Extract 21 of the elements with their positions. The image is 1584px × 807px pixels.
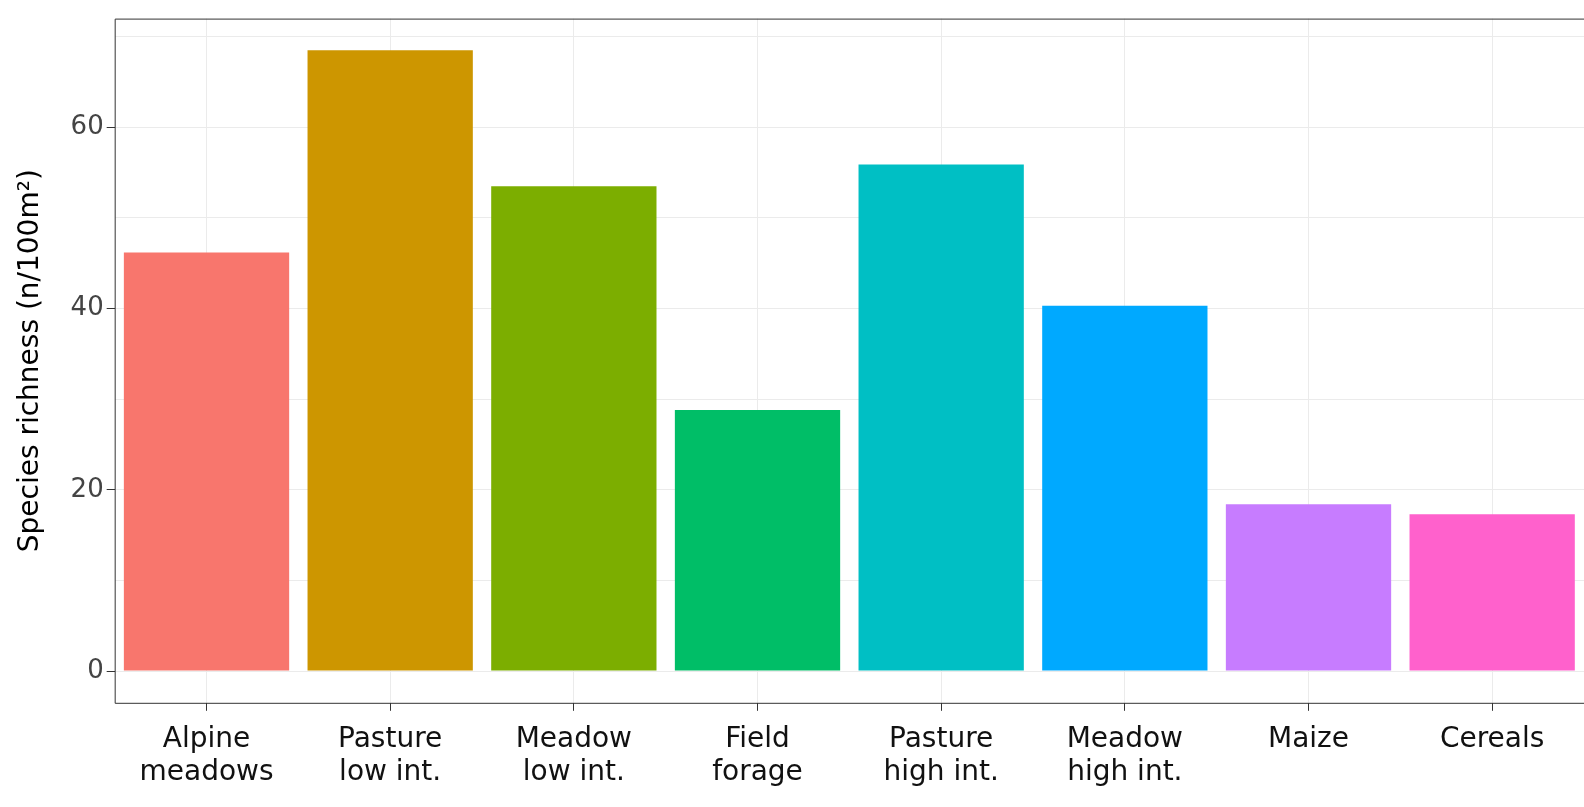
x-tick-label: Alpine meadows [139, 720, 274, 788]
bar [674, 410, 841, 671]
x-tick-label: Meadow high int. [1066, 720, 1184, 788]
x-tick-label: Cereals [1439, 720, 1545, 754]
bar [1409, 514, 1575, 671]
bar [123, 252, 290, 671]
x-tick-label: Field forage [712, 720, 803, 788]
x-tick-label: Maize [1267, 720, 1350, 754]
bar [1225, 504, 1392, 671]
x-tick-label: Pasture high int. [883, 720, 999, 788]
y-tick-label: 0 [87, 653, 104, 684]
y-tick-label: 60 [70, 110, 104, 141]
y-tick-label: 20 [70, 472, 104, 503]
bar [858, 164, 1024, 671]
y-tick-label: 40 [70, 291, 104, 322]
x-tick-label: Meadow low int. [515, 720, 633, 788]
bar [1042, 305, 1208, 671]
x-tick-label: Pasture low int. [338, 720, 443, 788]
y-axis-title: Species richness (n/100m²) [12, 169, 46, 553]
bar [307, 50, 473, 671]
bar [491, 186, 657, 671]
